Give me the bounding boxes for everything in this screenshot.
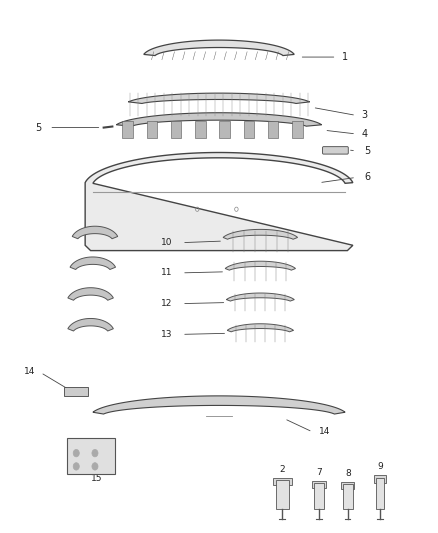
Text: 3: 3 xyxy=(362,110,368,120)
Text: 4: 4 xyxy=(362,129,368,139)
Polygon shape xyxy=(93,396,345,414)
Polygon shape xyxy=(226,293,294,301)
Text: 11: 11 xyxy=(161,268,173,277)
Circle shape xyxy=(73,449,79,457)
Bar xyxy=(292,121,303,138)
Bar xyxy=(343,484,353,510)
Text: 10: 10 xyxy=(161,238,173,247)
FancyBboxPatch shape xyxy=(322,147,348,154)
Polygon shape xyxy=(225,261,296,270)
Text: 14: 14 xyxy=(318,427,330,437)
Circle shape xyxy=(92,463,98,470)
Text: 14: 14 xyxy=(24,367,35,376)
Text: 13: 13 xyxy=(161,330,173,339)
Bar xyxy=(276,480,289,510)
Polygon shape xyxy=(144,40,294,55)
Bar xyxy=(147,121,157,138)
Circle shape xyxy=(73,463,79,470)
Polygon shape xyxy=(117,113,321,126)
Bar xyxy=(312,481,326,488)
Polygon shape xyxy=(70,257,116,270)
Bar xyxy=(64,387,88,397)
Text: 7: 7 xyxy=(316,468,322,477)
Polygon shape xyxy=(72,226,118,239)
Polygon shape xyxy=(68,288,113,300)
Circle shape xyxy=(92,449,98,457)
Bar xyxy=(376,478,385,510)
Polygon shape xyxy=(85,152,353,251)
Text: 2: 2 xyxy=(279,465,285,474)
Bar xyxy=(67,438,115,474)
Bar xyxy=(314,483,324,510)
Bar xyxy=(374,475,386,483)
Text: 6: 6 xyxy=(364,172,370,182)
Text: 5: 5 xyxy=(364,146,370,156)
Bar xyxy=(219,121,230,138)
Bar xyxy=(171,121,181,138)
Text: 9: 9 xyxy=(377,463,383,471)
Polygon shape xyxy=(223,229,297,239)
Text: 12: 12 xyxy=(161,299,173,308)
Bar xyxy=(122,121,133,138)
Bar xyxy=(272,478,292,486)
Text: 1: 1 xyxy=(342,52,348,62)
Bar xyxy=(341,482,354,489)
Bar xyxy=(244,121,254,138)
Text: 8: 8 xyxy=(345,469,351,478)
Text: 5: 5 xyxy=(35,123,42,133)
Polygon shape xyxy=(68,319,113,331)
Polygon shape xyxy=(128,93,310,103)
Bar xyxy=(195,121,205,138)
Bar xyxy=(268,121,278,138)
Polygon shape xyxy=(227,324,293,332)
Text: 15: 15 xyxy=(92,474,103,483)
